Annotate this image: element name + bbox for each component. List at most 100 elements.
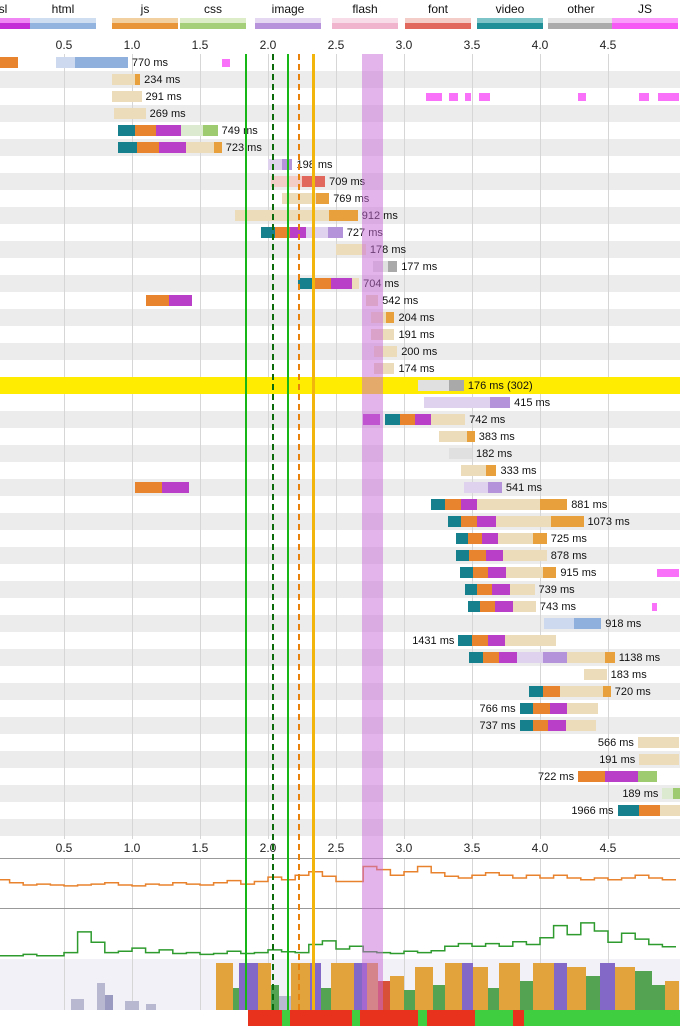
gridline: [268, 859, 269, 909]
waterfall-row[interactable]: 770 ms: [0, 54, 680, 71]
waterfall-row[interactable]: 182 ms: [0, 445, 680, 462]
request-timing-label: 333 ms: [500, 465, 537, 477]
waterfall-row[interactable]: 766 ms: [0, 700, 680, 717]
request-segment-jsexec: [651, 603, 657, 611]
waterfall-row[interactable]: 177 ms: [0, 258, 680, 275]
gridline: [132, 909, 133, 960]
waterfall-row[interactable]: 234 ms: [0, 71, 680, 88]
waterfall-row[interactable]: 269 ms: [0, 105, 680, 122]
request-segment-jsL: [374, 363, 395, 374]
request-segment-fontL: [270, 176, 302, 187]
waterfall-row[interactable]: 189 ms: [0, 785, 680, 802]
waterfall-row[interactable]: 1073 ms: [0, 513, 680, 530]
gridline: [200, 959, 201, 1010]
waterfall-row[interactable]: 723 ms: [0, 139, 680, 156]
request-segment-jsL: [111, 74, 135, 85]
waterfall-row[interactable]: 1966 ms: [0, 802, 680, 819]
waterfall-row[interactable]: 743 ms: [0, 598, 680, 615]
request-segment-other: [448, 380, 464, 391]
waterfall-row[interactable]: 739 ms: [0, 581, 680, 598]
axis-tick: 1.0: [123, 38, 141, 52]
waterfall-row[interactable]: 542 ms: [0, 292, 680, 309]
request-segment-connect: [578, 771, 606, 782]
request-segment-ssl: [492, 584, 511, 595]
waterfall-row[interactable]: 198 ms: [0, 156, 680, 173]
request-segment-otherL: [417, 380, 449, 391]
time-axis-top: 0.5 1.0 1.5 2.0 2.5 3.0 3.5 4.0 4.5: [0, 36, 680, 54]
request-segment-jsL: [567, 703, 599, 714]
axis-tick: 0.5: [55, 38, 73, 52]
request-timing-label: 723 ms: [225, 142, 262, 154]
request-segment-jsL: [439, 431, 467, 442]
waterfall-row[interactable]: 178 ms: [0, 241, 680, 258]
waterfall-row[interactable]: 727 ms: [0, 224, 680, 241]
request-segment-html: [74, 57, 128, 68]
request-segment-jsL: [371, 312, 387, 323]
legend-swatch-other: [548, 18, 614, 29]
request-segment-jsL: [497, 533, 534, 544]
waterfall-row[interactable]: 566 ms: [0, 734, 680, 751]
waterfall-row[interactable]: 720 ms: [0, 683, 680, 700]
gridline: [64, 959, 65, 1010]
thread-activity-segment: [635, 971, 652, 1010]
waterfall-row[interactable]: 174 ms: [0, 360, 680, 377]
waterfall-row[interactable]: 749 ms: [0, 122, 680, 139]
request-segment-connect: [274, 227, 290, 238]
page-interactive-bar: [0, 1010, 680, 1026]
waterfall-row[interactable]: 204 ms: [0, 309, 680, 326]
legend-label-flash: flash: [352, 2, 378, 16]
request-segment-html: [574, 618, 602, 629]
waterfall-row[interactable]: 176 ms (302): [0, 377, 680, 394]
request-segment-dns: [431, 499, 445, 510]
thread-activity-segment: [586, 976, 600, 1010]
thread-activity-segment: [499, 963, 520, 1010]
gridline: [132, 859, 133, 909]
waterfall-row[interactable]: 191 ms: [0, 751, 680, 768]
request-segment-ssl: [495, 601, 513, 612]
waterfall-row[interactable]: 915 ms: [0, 564, 680, 581]
waterfall-row[interactable]: 704 ms: [0, 275, 680, 292]
request-segment-dns: [455, 533, 468, 544]
thread-activity-segment: [444, 963, 463, 1010]
waterfall-row[interactable]: 742 ms: [0, 411, 680, 428]
axis-tick: 2.0: [259, 841, 277, 855]
waterfall-row[interactable]: 1431 ms: [0, 632, 680, 649]
request-segment-js: [602, 686, 611, 697]
thread-activity-segment: [270, 985, 279, 1010]
request-segment-js: [542, 567, 557, 578]
waterfall-row[interactable]: 878 ms: [0, 547, 680, 564]
thread-activity-segment: [519, 981, 534, 1010]
waterfall-row[interactable]: 918 ms: [0, 615, 680, 632]
request-segment-dns: [118, 142, 138, 153]
waterfall-row[interactable]: 1138 ms: [0, 649, 680, 666]
request-segment-connect: [480, 601, 496, 612]
waterfall-row[interactable]: 200 ms: [0, 343, 680, 360]
request-segment-jsL: [659, 805, 680, 816]
request-timing-label: 174 ms: [398, 363, 435, 375]
request-segment-jsexec: [478, 93, 490, 101]
waterfall-row[interactable]: 183 ms: [0, 666, 680, 683]
waterfall-row[interactable]: 725 ms: [0, 530, 680, 547]
waterfall-row[interactable]: 191 ms: [0, 326, 680, 343]
waterfall-row[interactable]: 881 ms: [0, 496, 680, 513]
waterfall-row[interactable]: 333 ms: [0, 462, 680, 479]
waterfall-row[interactable]: 769 ms: [0, 190, 680, 207]
request-segment-jsexec: [639, 93, 649, 101]
waterfall-row[interactable]: 541 ms: [0, 479, 680, 496]
waterfall-row[interactable]: 737 ms: [0, 717, 680, 734]
gridline: [540, 909, 541, 960]
waterfall-row[interactable]: 709 ms: [0, 173, 680, 190]
gridline: [540, 859, 541, 909]
waterfall-row[interactable]: 383 ms: [0, 428, 680, 445]
interactive-segment: [0, 1010, 248, 1026]
waterfall-row[interactable]: 415 ms: [0, 394, 680, 411]
request-segment-ssl: [477, 516, 497, 527]
waterfall-row[interactable]: 291 ms: [0, 88, 680, 105]
thread-activity-segment: [216, 963, 233, 1010]
interactive-segment: [360, 1010, 418, 1026]
waterfall-row[interactable]: 912 ms: [0, 207, 680, 224]
waterfall-row[interactable]: 722 ms: [0, 768, 680, 785]
request-segment-jsL: [506, 567, 543, 578]
request-segment-connect: [477, 584, 493, 595]
main-thread-strip: [0, 959, 680, 1010]
